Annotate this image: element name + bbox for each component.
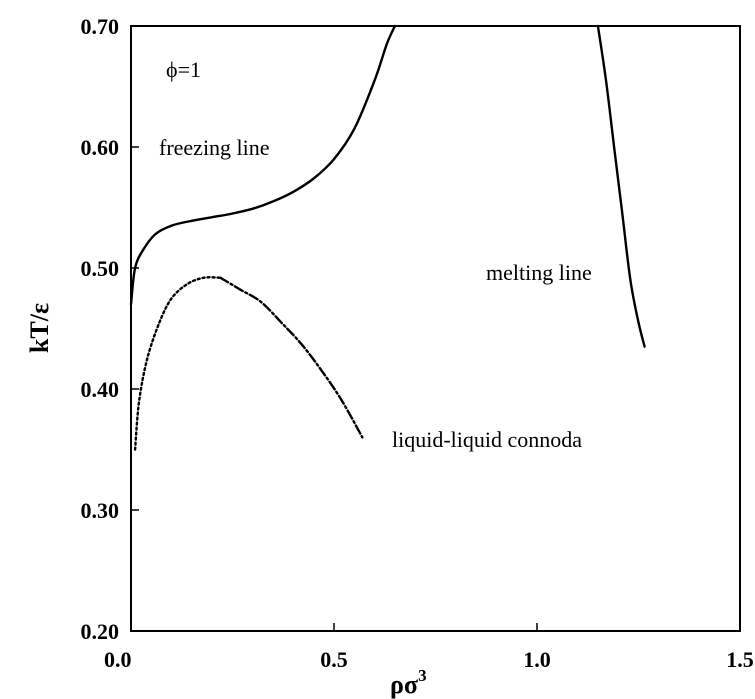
x-axis-title-base: ρσ: [390, 670, 418, 699]
y-tick-label: 0.60: [81, 135, 120, 160]
x-tick-label: 0.5: [320, 647, 348, 672]
curves-layer: [129, 24, 646, 451]
ticks-layer: 0.20 0.30 0.40 0.50 0.60 0.70 0.0 0.5 1.0 1.5: [81, 14, 754, 672]
melting-line-curve: [596, 24, 646, 348]
x-tick-label: 1.5: [726, 647, 754, 672]
annotation-connoda: liquid-liquid connoda: [392, 427, 582, 452]
annotation-phi: ϕ=1: [166, 57, 201, 82]
annotation-melting-line: melting line: [486, 260, 592, 285]
y-tick-label: 0.30: [81, 498, 120, 523]
connoda-dashed-curve: [219, 276, 364, 439]
x-axis-title: ρσ3: [390, 666, 427, 699]
x-tick-label: 1.0: [523, 647, 551, 672]
y-tick-label: 0.50: [81, 256, 120, 281]
annotation-freezing-line: freezing line: [159, 135, 270, 160]
y-tick-label: 0.40: [81, 377, 120, 402]
freezing-line-curve: [129, 24, 397, 306]
x-axis-title-superscript: 3: [418, 666, 427, 685]
x-tick-label: 0.0: [104, 647, 132, 672]
connoda-dotted-curve: [133, 276, 222, 451]
y-tick-label: 0.70: [81, 14, 120, 39]
y-axis-title: kT/ε: [25, 303, 54, 353]
plot-frame: [130, 25, 741, 632]
y-tick-label: 0.20: [81, 619, 120, 644]
